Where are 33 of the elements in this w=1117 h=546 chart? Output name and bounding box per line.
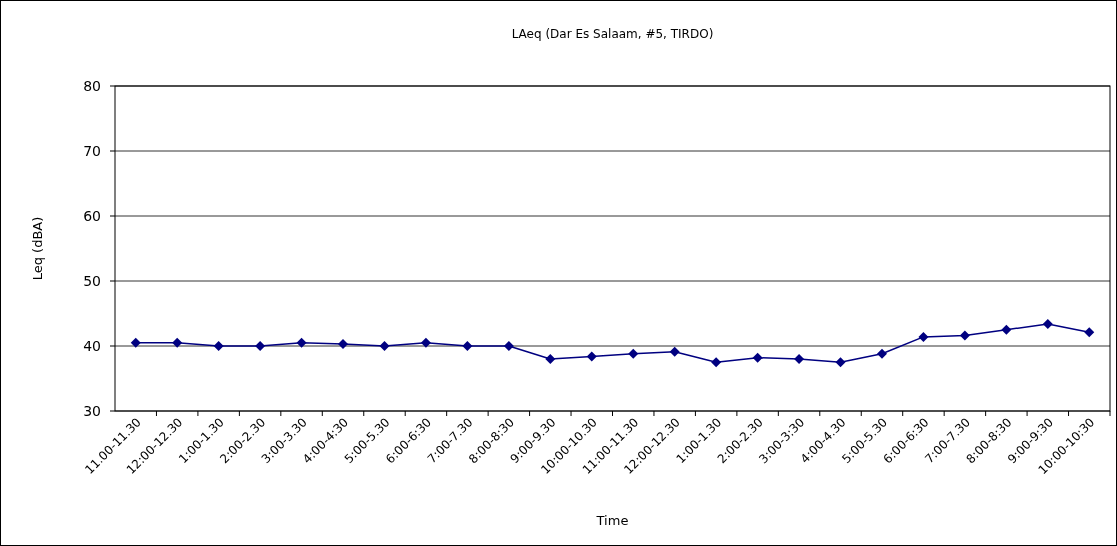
y-tick-label: 80 — [83, 78, 101, 94]
point — [628, 348, 639, 359]
point — [794, 354, 805, 364]
point — [1042, 318, 1053, 329]
point — [255, 341, 266, 351]
point — [379, 341, 390, 351]
point — [172, 337, 183, 348]
point — [503, 341, 514, 351]
point — [213, 341, 224, 351]
point — [669, 346, 680, 357]
point — [918, 331, 929, 342]
point — [586, 351, 597, 362]
x-axis-title: Time — [595, 513, 629, 528]
y-tick-label: 50 — [83, 273, 101, 289]
y-tick-label: 60 — [83, 208, 101, 224]
point — [296, 337, 307, 348]
point — [711, 357, 722, 368]
point — [462, 341, 473, 351]
y-tick-label: 70 — [83, 143, 101, 159]
point — [1001, 324, 1012, 335]
point — [959, 330, 970, 341]
point — [752, 352, 763, 363]
point — [876, 348, 887, 359]
y-tick-label: 30 — [83, 403, 101, 419]
point — [545, 354, 556, 364]
y-tick-label: 40 — [83, 338, 101, 354]
chart-title: LAeq (Dar Es Salaam, #5, TIRDO) — [511, 27, 714, 41]
point — [338, 339, 349, 350]
point — [1084, 327, 1095, 338]
y-axis-title: Leq (dBA) — [30, 216, 45, 281]
point — [835, 357, 846, 368]
point — [130, 337, 141, 348]
point — [420, 337, 431, 348]
